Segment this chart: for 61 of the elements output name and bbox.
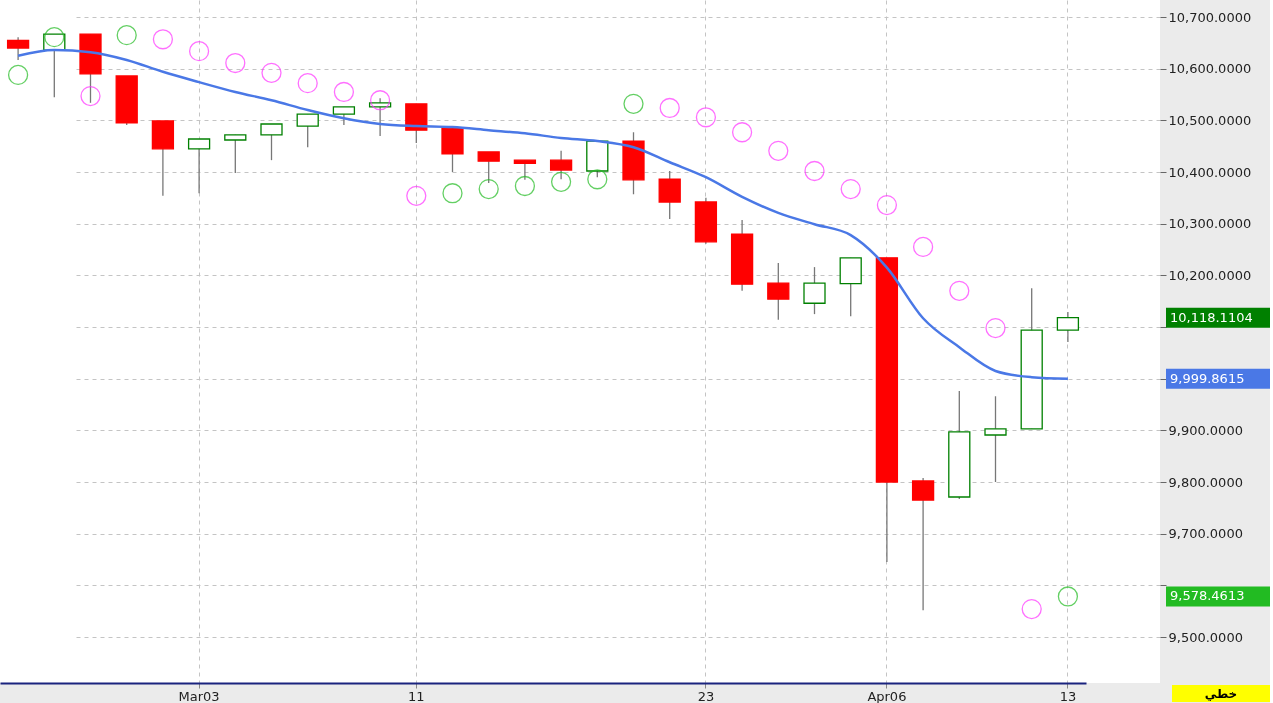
point — [768, 140, 789, 161]
point — [406, 185, 427, 206]
candlestick — [6, 36, 30, 61]
point — [1021, 599, 1042, 620]
point — [297, 73, 318, 94]
point — [514, 175, 536, 197]
y-tick-label: 9,700.0000 — [1168, 526, 1243, 542]
text: 9,999.8615 — [1170, 370, 1245, 386]
point — [442, 183, 463, 204]
point — [731, 122, 753, 143]
y-tick-label: 10,300.0000 — [1168, 216, 1252, 232]
point — [587, 169, 608, 190]
point — [985, 317, 1006, 339]
point — [659, 97, 680, 119]
candlestick — [803, 266, 826, 315]
point — [44, 27, 65, 48]
x-tick-label: 11 — [408, 688, 425, 703]
candlestick — [187, 138, 211, 194]
point — [840, 178, 861, 200]
point — [333, 81, 355, 103]
point — [912, 236, 934, 258]
y-tick-label: 10,200.0000 — [1168, 267, 1252, 283]
point — [876, 194, 898, 216]
candlestick — [260, 123, 283, 161]
candlestick — [224, 134, 247, 174]
text: خطي — [1204, 687, 1238, 701]
y-tick-label: 10,700.0000 — [1168, 9, 1252, 25]
text: 9,578.4613 — [1170, 588, 1245, 604]
x-tick-label: 13 — [1059, 688, 1077, 703]
candlestick — [911, 477, 935, 611]
candlestick — [1056, 311, 1080, 343]
point — [369, 90, 391, 111]
x-tick-label: 23 — [697, 688, 715, 703]
point — [188, 41, 210, 62]
y-tick-label: 9,500.0000 — [1168, 629, 1243, 645]
x-tick-label: Apr06 — [867, 688, 907, 703]
point — [1057, 586, 1079, 607]
y-tick-label: 9,900.0000 — [1168, 422, 1243, 438]
point — [152, 29, 174, 50]
point — [804, 160, 825, 182]
candlestick — [296, 113, 319, 148]
point — [80, 85, 101, 107]
y-tick-label: 10,500.0000 — [1168, 112, 1252, 128]
y-tick-label: 9,800.0000 — [1168, 474, 1243, 490]
point — [695, 107, 717, 128]
point — [225, 52, 246, 74]
point — [623, 93, 644, 114]
y-tick-label: 10,600.0000 — [1168, 61, 1252, 77]
candlestick — [658, 170, 681, 220]
point — [116, 25, 137, 46]
x-tick-label: Mar03 — [178, 688, 220, 703]
point — [7, 64, 29, 86]
point — [261, 62, 282, 83]
candlestick — [984, 395, 1007, 483]
text: 10,118.1104 — [1170, 309, 1253, 325]
candlestick — [767, 262, 790, 321]
candlestick — [332, 106, 356, 126]
y-tick-label: 10,400.0000 — [1168, 164, 1252, 180]
point — [478, 178, 499, 200]
point — [550, 171, 572, 192]
point — [949, 280, 970, 301]
